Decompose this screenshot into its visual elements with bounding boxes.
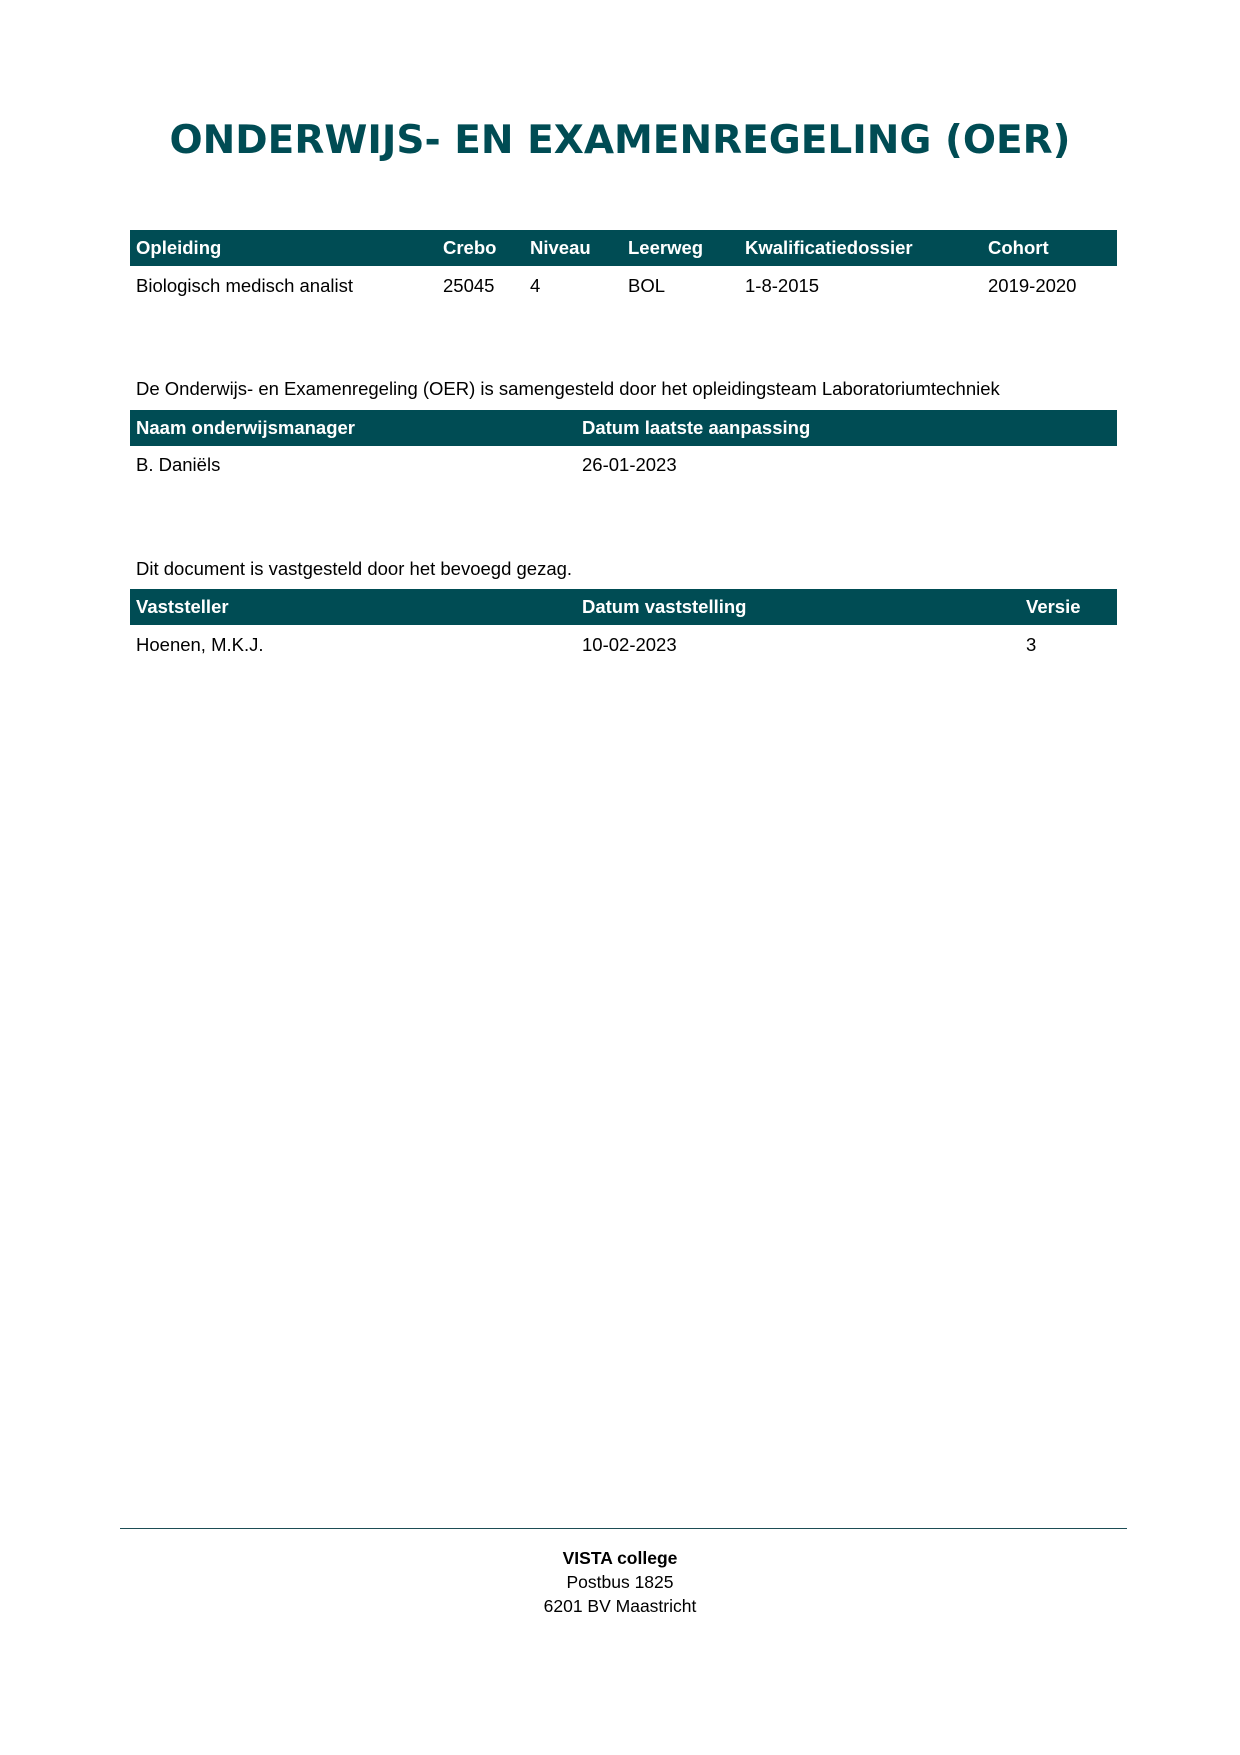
table2-header: Naam onderwijsmanager Datum laatste aanp… — [130, 410, 1117, 446]
footer-name: VISTA college — [562, 1548, 678, 1568]
col-header: Datum laatste aanpassing — [582, 417, 811, 438]
col-header: Leerweg — [628, 237, 704, 258]
table1-header: Opleiding Crebo Niveau Leerweg Kwalifica… — [130, 230, 1117, 266]
footer-address-2: 6201 BV Maastricht — [543, 1596, 697, 1616]
cell: 1-8-2015 — [745, 275, 820, 296]
footer-address-1: Postbus 1825 — [566, 1572, 674, 1592]
cell: Biologisch medisch analist — [136, 275, 353, 296]
col-header: Naam onderwijsmanager — [136, 417, 355, 438]
cell: 10-02-2023 — [582, 634, 677, 655]
table-row: B. Daniëls 26-01-2023 — [130, 447, 1117, 483]
cell: 26-01-2023 — [582, 454, 677, 475]
cell: Hoenen, M.K.J. — [136, 634, 264, 655]
table-row: Hoenen, M.K.J. 10-02-2023 3 — [130, 627, 1117, 663]
col-header: Opleiding — [136, 237, 222, 258]
col-header: Kwalificatiedossier — [745, 237, 913, 258]
established-text: Dit document is vastgesteld door het bev… — [136, 558, 573, 579]
col-header: Niveau — [530, 237, 591, 258]
cell: 3 — [1026, 634, 1037, 655]
col-header: Datum vaststelling — [582, 596, 747, 617]
col-header: Vaststeller — [136, 596, 229, 617]
cell: BOL — [628, 275, 666, 296]
page-title: ONDERWIJS- EN EXAMENREGELING (OER) — [169, 118, 1071, 163]
intro-text: De Onderwijs- en Examenregeling (OER) is… — [136, 378, 1000, 399]
col-header: Crebo — [443, 237, 497, 258]
col-header: Versie — [1026, 596, 1081, 617]
table3-header: Vaststeller Datum vaststelling Versie — [130, 589, 1117, 625]
cell: 25045 — [443, 275, 495, 296]
col-header: Cohort — [988, 237, 1049, 258]
cell: 2019-2020 — [988, 275, 1077, 296]
table-row: Biologisch medisch analist 25045 4 BOL 1… — [130, 268, 1117, 304]
cell: B. Daniëls — [136, 454, 221, 475]
footer-divider — [120, 1528, 1127, 1529]
cell: 4 — [530, 275, 541, 296]
